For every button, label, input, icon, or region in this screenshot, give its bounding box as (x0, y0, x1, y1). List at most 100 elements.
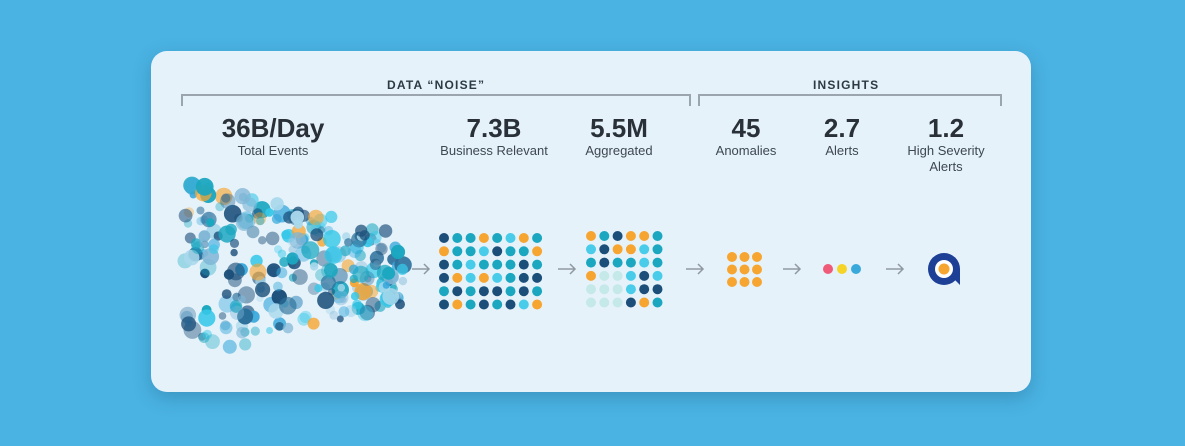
grid-dot (639, 244, 650, 255)
grid-dot (639, 270, 650, 281)
event-dot (390, 244, 406, 260)
event-dot (288, 238, 297, 247)
event-dot (289, 232, 307, 249)
grid-dot (492, 233, 503, 243)
anomalies-grid (727, 252, 762, 287)
grid-dot (465, 272, 476, 283)
event-dot (365, 297, 381, 313)
event-dot (205, 334, 220, 349)
event-dot (218, 295, 236, 313)
grid-dot (492, 286, 503, 297)
event-dot (320, 275, 336, 291)
grid-dot (518, 246, 529, 257)
event-dot (266, 327, 273, 334)
grid-dot (518, 233, 529, 243)
event-dot (324, 246, 343, 264)
event-dot (308, 209, 324, 226)
event-dot (202, 329, 212, 340)
grid-dot (586, 297, 596, 308)
event-dot (265, 208, 274, 217)
event-dot (234, 188, 251, 205)
event-dot (222, 339, 237, 354)
event-dot (394, 291, 402, 299)
grid-dot (439, 259, 449, 270)
event-dot (275, 322, 284, 331)
stat-value: 1.2 (927, 113, 965, 143)
event-dot (348, 244, 362, 258)
grid-dot (532, 299, 543, 310)
event-dot (218, 312, 227, 320)
event-dot (352, 299, 363, 310)
stat-aggregated: 5.5M Aggregated (585, 113, 652, 159)
grid-dot (505, 246, 516, 257)
grid-dot (439, 299, 449, 310)
grid-dot (652, 284, 663, 295)
grid-dot (478, 233, 489, 243)
stat-label: Anomalies (715, 143, 777, 158)
data-noise-label: DATA “NOISE” (387, 78, 486, 92)
grid-dot (478, 246, 489, 257)
grid-dot (752, 264, 762, 275)
event-dot (218, 225, 236, 243)
event-dot (396, 263, 408, 275)
event-dot (369, 258, 381, 270)
right-arrow-icon (686, 263, 705, 275)
grid-dot (586, 270, 596, 281)
event-cloud (177, 176, 412, 354)
event-dot (281, 230, 291, 240)
grid-dot (518, 286, 529, 297)
grid-dot (505, 259, 516, 270)
grid-dot (452, 286, 463, 297)
grid-dot (625, 270, 636, 281)
grid-dot (612, 297, 623, 308)
event-dot (324, 263, 338, 278)
event-dot (199, 238, 209, 248)
stat-value: 7.3B (466, 113, 522, 143)
event-dot (282, 322, 294, 334)
grid-dot (625, 284, 636, 295)
event-dot (317, 291, 335, 309)
event-dot (178, 208, 193, 223)
grid-dot (739, 252, 750, 262)
event-dot (206, 218, 215, 227)
grid-dot (612, 284, 623, 295)
right-arrow-icon (558, 263, 577, 275)
insights-label: INSIGHTS (813, 78, 880, 92)
event-dot (382, 266, 396, 280)
event-dot (340, 245, 351, 257)
event-dot (337, 283, 346, 292)
grid-dot (505, 272, 516, 283)
grid-dot (599, 244, 610, 255)
grid-dot (452, 246, 463, 257)
event-dot (398, 276, 408, 286)
right-arrow-icon (783, 263, 802, 275)
event-dot (314, 284, 323, 293)
stat-label: Business Relevant (440, 143, 548, 158)
stat-value: 2.7 (823, 113, 861, 143)
event-dot (237, 295, 246, 304)
event-dot (230, 248, 238, 257)
event-dot (250, 326, 260, 336)
event-dot (198, 332, 210, 343)
grid-dot (752, 277, 762, 287)
grid-dot (599, 231, 610, 241)
event-dot (237, 308, 254, 325)
event-dot (373, 260, 381, 268)
event-dot (336, 315, 344, 323)
event-dot (219, 321, 233, 335)
grid-dot (505, 299, 516, 310)
grid-dot (625, 297, 636, 308)
grid-dot (612, 257, 623, 268)
grid-dot (465, 259, 476, 270)
grid-dot (452, 259, 463, 270)
grid-dot (439, 272, 449, 283)
event-dot (354, 249, 366, 262)
data-noise-bracket (181, 94, 691, 106)
grid-dot (505, 286, 516, 297)
grid-dot (465, 233, 476, 243)
business-relevant-grid (439, 233, 543, 310)
event-dot (196, 206, 205, 215)
event-dot (198, 230, 211, 243)
event-dot (359, 230, 370, 241)
event-dot (323, 230, 341, 248)
